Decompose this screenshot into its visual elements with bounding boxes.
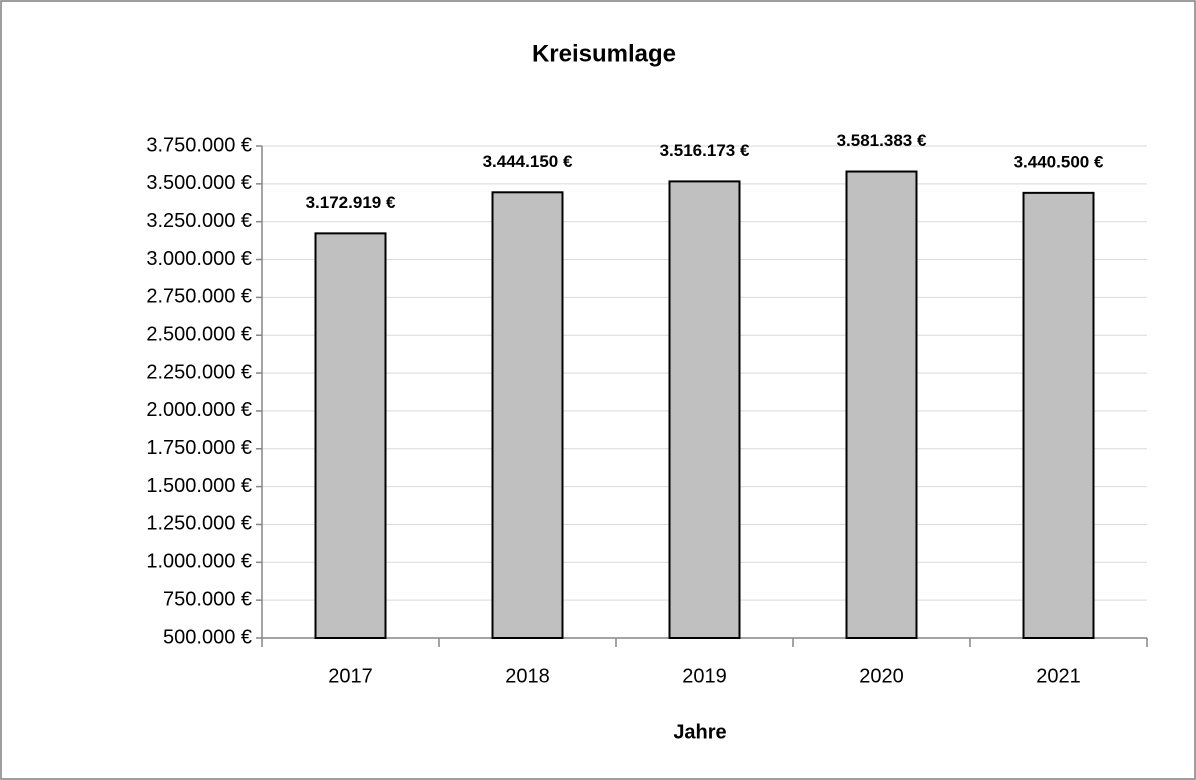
y-tick-label: 3.250.000 € bbox=[146, 210, 252, 232]
bar bbox=[668, 180, 741, 640]
x-axis-title: Jahre bbox=[673, 721, 726, 743]
y-tick-label: 500.000 € bbox=[163, 626, 252, 648]
y-tick-label: 2.250.000 € bbox=[146, 361, 252, 383]
y-tick-label: 3.500.000 € bbox=[146, 172, 252, 194]
y-tick-label: 2.750.000 € bbox=[146, 286, 252, 308]
y-tick-label: 2.500.000 € bbox=[146, 324, 252, 346]
data-label: 3.581.383 € bbox=[837, 131, 927, 150]
x-tick-label: 2017 bbox=[328, 665, 373, 687]
chart-title: Kreisumlage bbox=[532, 40, 676, 67]
y-tick-label: 1.000.000 € bbox=[146, 551, 252, 573]
bar bbox=[314, 232, 387, 640]
data-label: 3.440.500 € bbox=[1014, 152, 1104, 171]
x-tick-label: 2019 bbox=[682, 665, 727, 687]
x-tick-label: 2018 bbox=[505, 665, 550, 687]
y-tick-label: 1.500.000 € bbox=[146, 475, 252, 497]
y-tick-label: 1.750.000 € bbox=[146, 437, 252, 459]
y-tick-label: 2.000.000 € bbox=[146, 399, 252, 421]
y-tick-label: 1.250.000 € bbox=[146, 513, 252, 535]
y-tick-label: 3.000.000 € bbox=[146, 248, 252, 270]
x-tick-label: 2021 bbox=[1036, 665, 1081, 687]
x-tick-label: 2020 bbox=[859, 665, 904, 687]
bar bbox=[845, 170, 918, 639]
data-label: 3.172.919 € bbox=[306, 193, 396, 212]
bar bbox=[1022, 191, 1095, 639]
data-label: 3.516.173 € bbox=[660, 141, 750, 160]
y-tick-label: 750.000 € bbox=[163, 588, 252, 610]
data-label: 3.444.150 € bbox=[483, 152, 573, 171]
y-tick-label: 3.750.000 € bbox=[146, 134, 252, 156]
bar bbox=[491, 191, 564, 639]
